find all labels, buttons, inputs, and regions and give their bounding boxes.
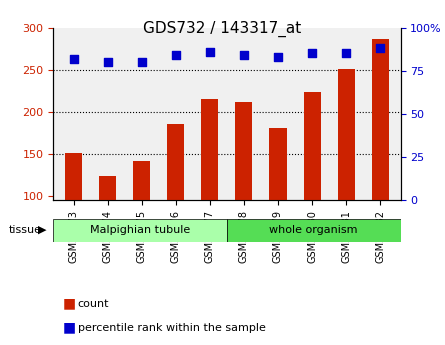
Text: Malpighian tubule: Malpighian tubule xyxy=(90,225,190,235)
FancyBboxPatch shape xyxy=(227,219,400,242)
Bar xyxy=(134,161,150,280)
Bar xyxy=(167,124,184,280)
Bar xyxy=(338,69,355,280)
Point xyxy=(206,49,214,55)
Bar xyxy=(372,39,388,280)
Point xyxy=(104,59,111,65)
Text: ■: ■ xyxy=(62,297,75,310)
Point xyxy=(138,59,146,65)
Point xyxy=(70,56,77,61)
Point xyxy=(240,52,247,58)
Point xyxy=(308,51,316,56)
Text: count: count xyxy=(78,299,109,308)
Point xyxy=(376,46,384,51)
Bar xyxy=(202,99,218,280)
Bar xyxy=(65,153,82,280)
Text: ■: ■ xyxy=(62,321,75,335)
Bar xyxy=(99,176,116,280)
Point xyxy=(172,52,179,58)
Text: percentile rank within the sample: percentile rank within the sample xyxy=(78,323,266,333)
Bar xyxy=(235,102,252,280)
Text: tissue: tissue xyxy=(9,225,42,235)
Bar xyxy=(303,92,320,280)
Bar xyxy=(270,128,287,280)
FancyBboxPatch shape xyxy=(53,219,227,242)
Text: ▶: ▶ xyxy=(38,225,46,235)
Text: GDS732 / 143317_at: GDS732 / 143317_at xyxy=(143,21,302,37)
Text: whole organism: whole organism xyxy=(270,225,358,235)
Point xyxy=(343,51,350,56)
Point xyxy=(275,54,282,60)
